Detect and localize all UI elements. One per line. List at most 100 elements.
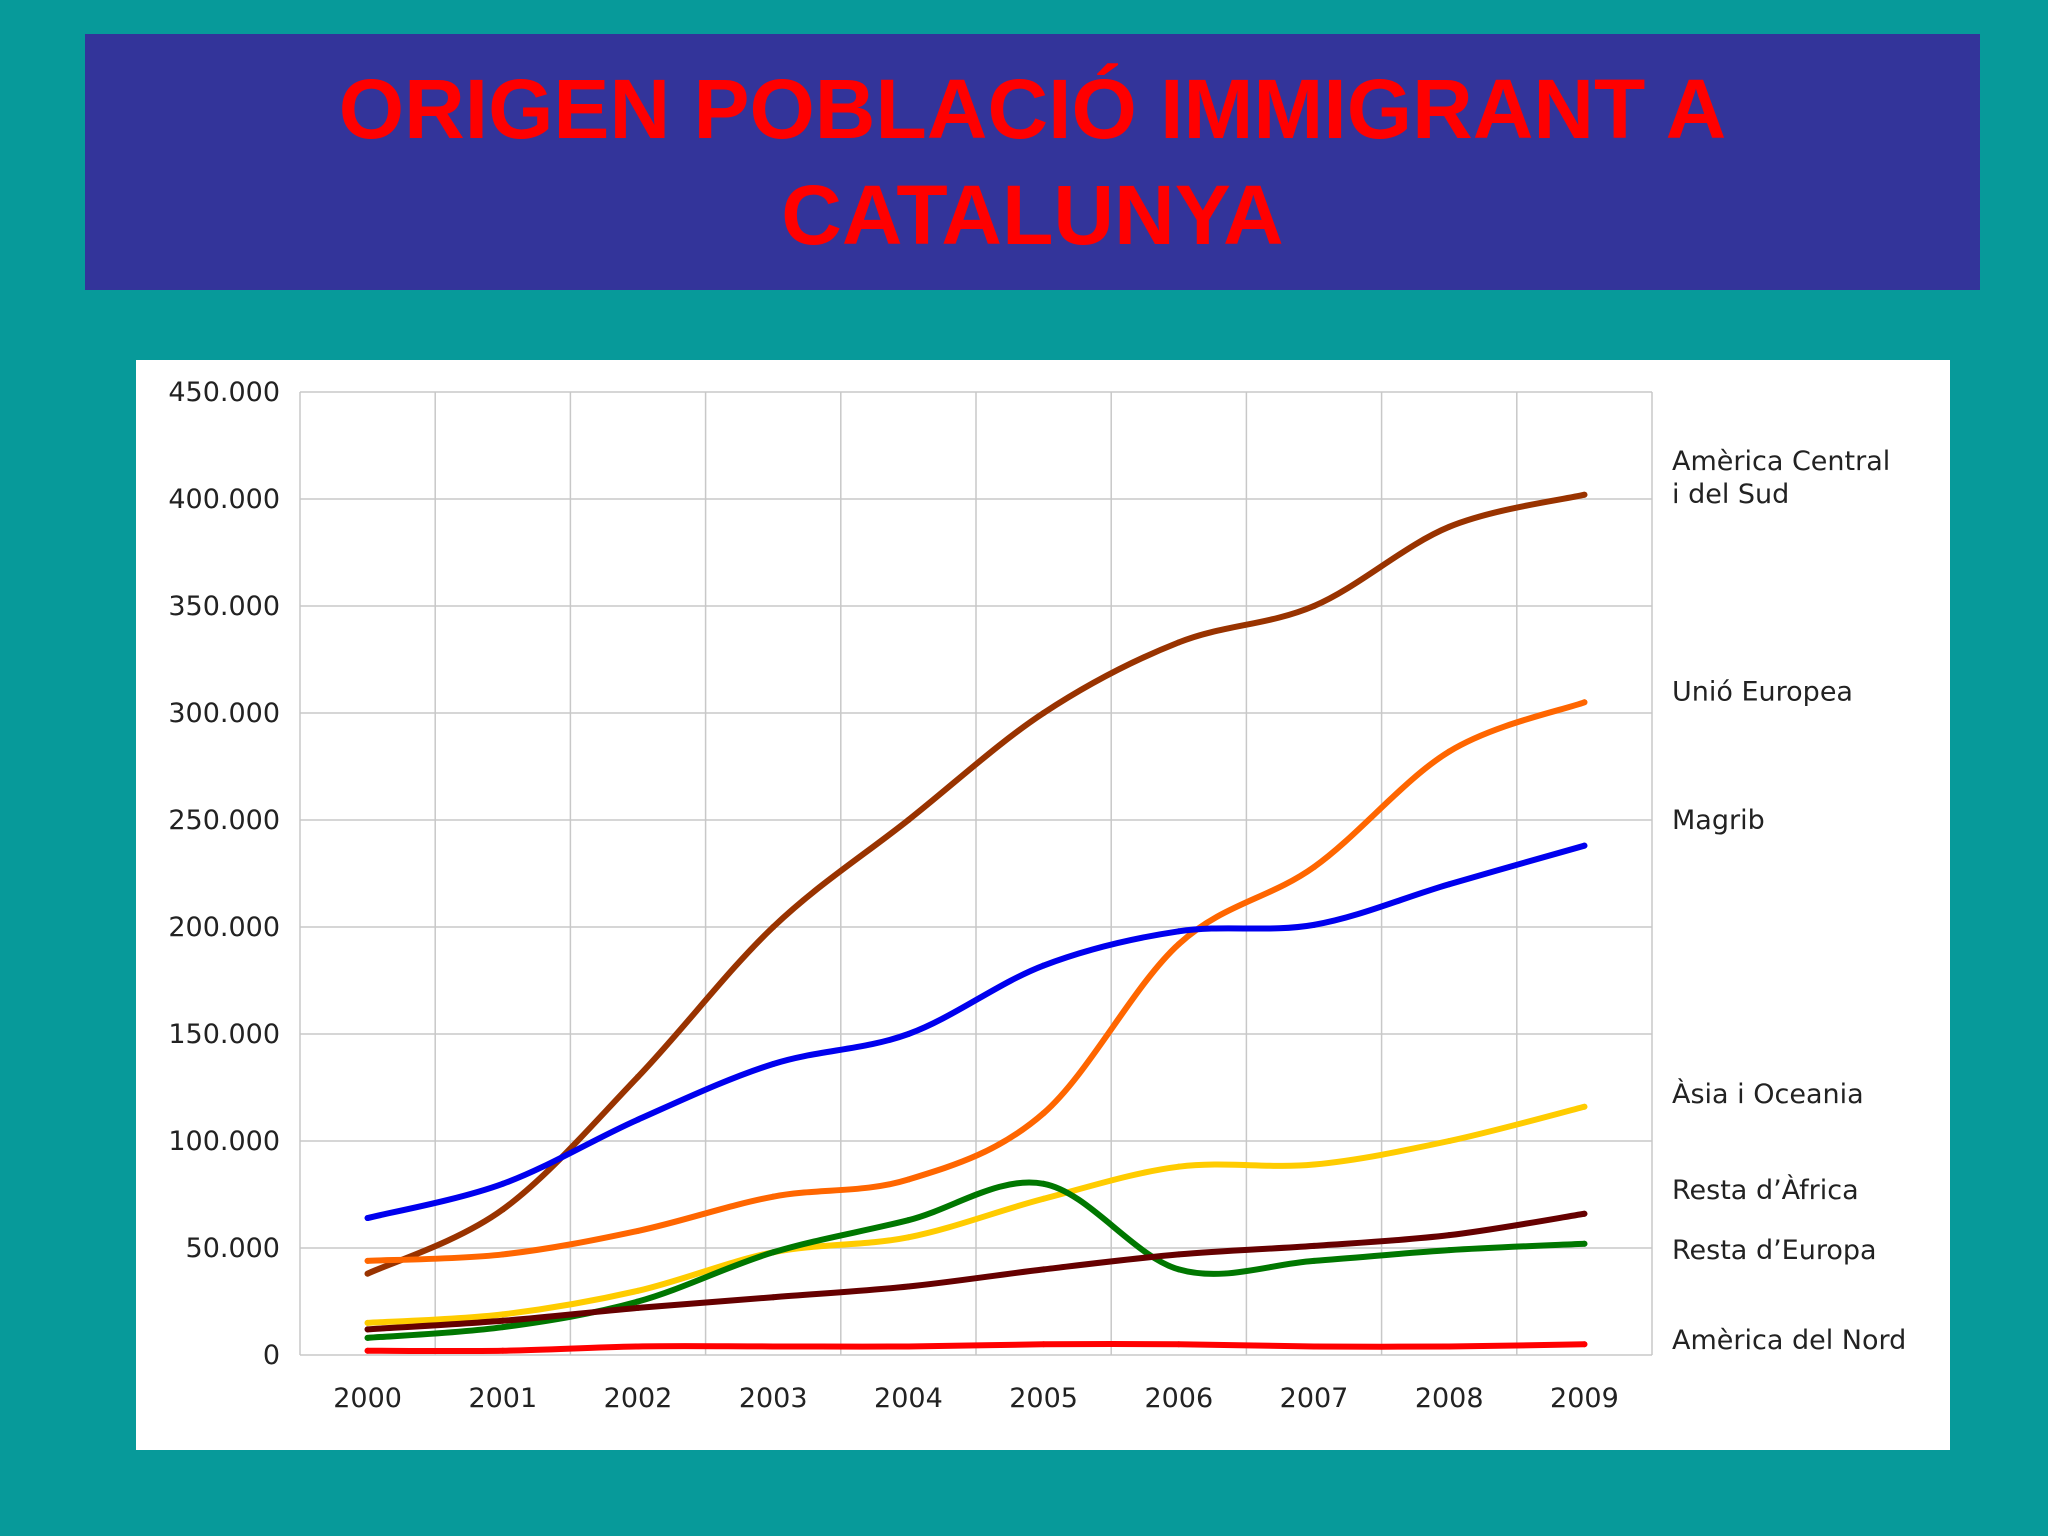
- data-point-resta-d-europa: [770, 1294, 777, 1301]
- y-tick-label: 350.000: [168, 591, 280, 622]
- data-point-resta-d-europa: [1446, 1232, 1453, 1239]
- data-point-resta-d-africa: [1581, 1240, 1588, 1247]
- line-chart: 0 50.000 100.000 150.000 200.000 250.000 300.0…: [168, 377, 1906, 1414]
- slide-title-line-1: ORIGEN POBLACIÓ IMMIGRANT A: [338, 62, 1727, 156]
- data-point-unio-europea: [1311, 864, 1317, 871]
- data-point-magrib: [905, 1031, 912, 1037]
- data-point-america-del-nord: [635, 1343, 641, 1350]
- x-tick-label: 2002: [604, 1383, 673, 1414]
- data-point-magrib: [635, 1116, 641, 1123]
- data-point-unio-europea: [499, 1251, 506, 1258]
- x-tick-label: 2008: [1415, 1383, 1484, 1414]
- data-point-resta-d-europa: [1581, 1210, 1588, 1217]
- data-point-magrib: [1446, 881, 1453, 888]
- data-point-resta-d-africa: [770, 1249, 777, 1256]
- data-point-unio-europea: [1446, 748, 1453, 755]
- series-label-resta-d-africa: Resta d’Àfrica: [1672, 1174, 1859, 1206]
- y-tick-label: 400.000: [168, 484, 280, 515]
- data-point-america-central-i-del-sud: [905, 817, 912, 823]
- y-tick-label: 300.000: [168, 698, 280, 729]
- series-line-asia-i-oceania: [364, 1103, 1588, 1326]
- data-point-resta-d-africa: [364, 1334, 371, 1341]
- series-label-america-del-nord: Amèrica del Nord: [1672, 1325, 1906, 1356]
- data-point-magrib: [1040, 962, 1047, 969]
- data-point-resta-d-europa: [905, 1283, 912, 1290]
- data-point-america-del-nord: [1311, 1343, 1317, 1350]
- data-point-resta-d-africa: [499, 1324, 506, 1331]
- data-point-magrib: [364, 1215, 371, 1222]
- x-tick-label: 2005: [1009, 1383, 1078, 1414]
- data-point-magrib: [770, 1060, 777, 1067]
- data-point-unio-europea: [364, 1257, 371, 1264]
- data-point-america-central-i-del-sud: [1040, 710, 1047, 716]
- data-point-america-central-i-del-sud: [1446, 523, 1453, 530]
- y-tick-label: 50.000: [186, 1233, 280, 1264]
- data-point-america-central-i-del-sud: [1581, 491, 1588, 498]
- x-tick-label: 2006: [1144, 1383, 1213, 1414]
- data-point-unio-europea: [635, 1227, 641, 1234]
- series-label-america-central-i-del-sud: i del Sud: [1672, 479, 1789, 510]
- series-line-america-del-nord: [364, 1341, 1588, 1355]
- data-point-resta-d-africa: [635, 1298, 641, 1305]
- data-point-america-central-i-del-sud: [364, 1270, 371, 1277]
- y-tick-label: 100.000: [168, 1126, 280, 1157]
- title-bar: ORIGEN POBLACIÓ IMMIGRANT A CATALUNYA: [85, 34, 1980, 290]
- series-label-asia-i-oceania: Àsia i Oceania: [1672, 1078, 1864, 1110]
- data-point-america-central-i-del-sud: [770, 924, 777, 930]
- data-point-america-del-nord: [1175, 1341, 1182, 1348]
- series-line-america-central-i-del-sud: [364, 491, 1588, 1277]
- chart-panel: 0 50.000 100.000 150.000 200.000 250.000 300.0…: [136, 360, 1950, 1450]
- x-tick-label: 2007: [1280, 1383, 1349, 1414]
- data-point-america-del-nord: [1446, 1343, 1453, 1350]
- data-point-america-central-i-del-sud: [635, 1073, 641, 1080]
- data-point-resta-d-europa: [635, 1304, 641, 1311]
- x-tick-label: 2000: [333, 1383, 402, 1414]
- y-tick-label: 200.000: [168, 912, 280, 943]
- y-tick-label: 150.000: [168, 1019, 280, 1050]
- data-point-resta-d-europa: [1040, 1266, 1047, 1273]
- data-point-unio-europea: [770, 1193, 777, 1200]
- data-point-asia-i-oceania: [499, 1311, 506, 1318]
- data-point-america-del-nord: [1581, 1341, 1588, 1348]
- x-tick-label: 2001: [468, 1383, 537, 1414]
- data-point-resta-d-europa: [364, 1326, 371, 1333]
- data-point-resta-d-africa: [1446, 1247, 1453, 1254]
- series-label-america-central-i-del-sud: Amèrica Central: [1672, 446, 1890, 477]
- y-tick-label: 0: [263, 1340, 280, 1371]
- data-point-unio-europea: [1175, 941, 1182, 948]
- series-label-resta-d-europa: Resta d’Europa: [1672, 1235, 1877, 1266]
- data-point-resta-d-africa: [1040, 1180, 1047, 1187]
- data-point-resta-d-europa: [1311, 1242, 1317, 1249]
- data-point-america-del-nord: [1040, 1341, 1047, 1348]
- data-point-resta-d-europa: [1175, 1251, 1182, 1258]
- series-label-unio-europea: Unió Europea: [1672, 677, 1853, 708]
- data-point-america-del-nord: [499, 1347, 506, 1354]
- data-point-asia-i-oceania: [1311, 1161, 1317, 1168]
- y-tick-label: 450.000: [168, 377, 280, 408]
- data-point-asia-i-oceania: [1446, 1138, 1453, 1144]
- data-point-resta-d-africa: [905, 1217, 912, 1224]
- x-tick-label: 2004: [874, 1383, 943, 1414]
- series-label-magrib: Magrib: [1672, 805, 1765, 836]
- slide-title: ORIGEN POBLACIÓ IMMIGRANT A CATALUNYA: [133, 56, 1933, 268]
- x-tick-label: 2009: [1550, 1383, 1619, 1414]
- x-tick-label: 2003: [739, 1383, 808, 1414]
- data-point-america-central-i-del-sud: [1311, 603, 1317, 609]
- data-point-america-central-i-del-sud: [1175, 639, 1182, 646]
- data-point-america-del-nord: [905, 1343, 912, 1350]
- data-point-resta-d-europa: [499, 1317, 506, 1324]
- data-point-america-del-nord: [770, 1343, 777, 1350]
- series-line-unio-europea: [364, 699, 1588, 1264]
- data-point-unio-europea: [1040, 1110, 1047, 1117]
- data-point-unio-europea: [905, 1176, 912, 1183]
- data-point-america-del-nord: [364, 1347, 371, 1354]
- data-point-resta-d-africa: [1311, 1257, 1317, 1264]
- data-point-magrib: [499, 1180, 506, 1187]
- data-point-magrib: [1581, 842, 1588, 849]
- data-point-resta-d-africa: [1175, 1266, 1182, 1273]
- y-tick-label: 250.000: [168, 805, 280, 836]
- data-point-asia-i-oceania: [1175, 1163, 1182, 1170]
- data-point-asia-i-oceania: [1581, 1103, 1588, 1110]
- data-point-asia-i-oceania: [364, 1319, 371, 1326]
- data-point-unio-europea: [1581, 699, 1588, 706]
